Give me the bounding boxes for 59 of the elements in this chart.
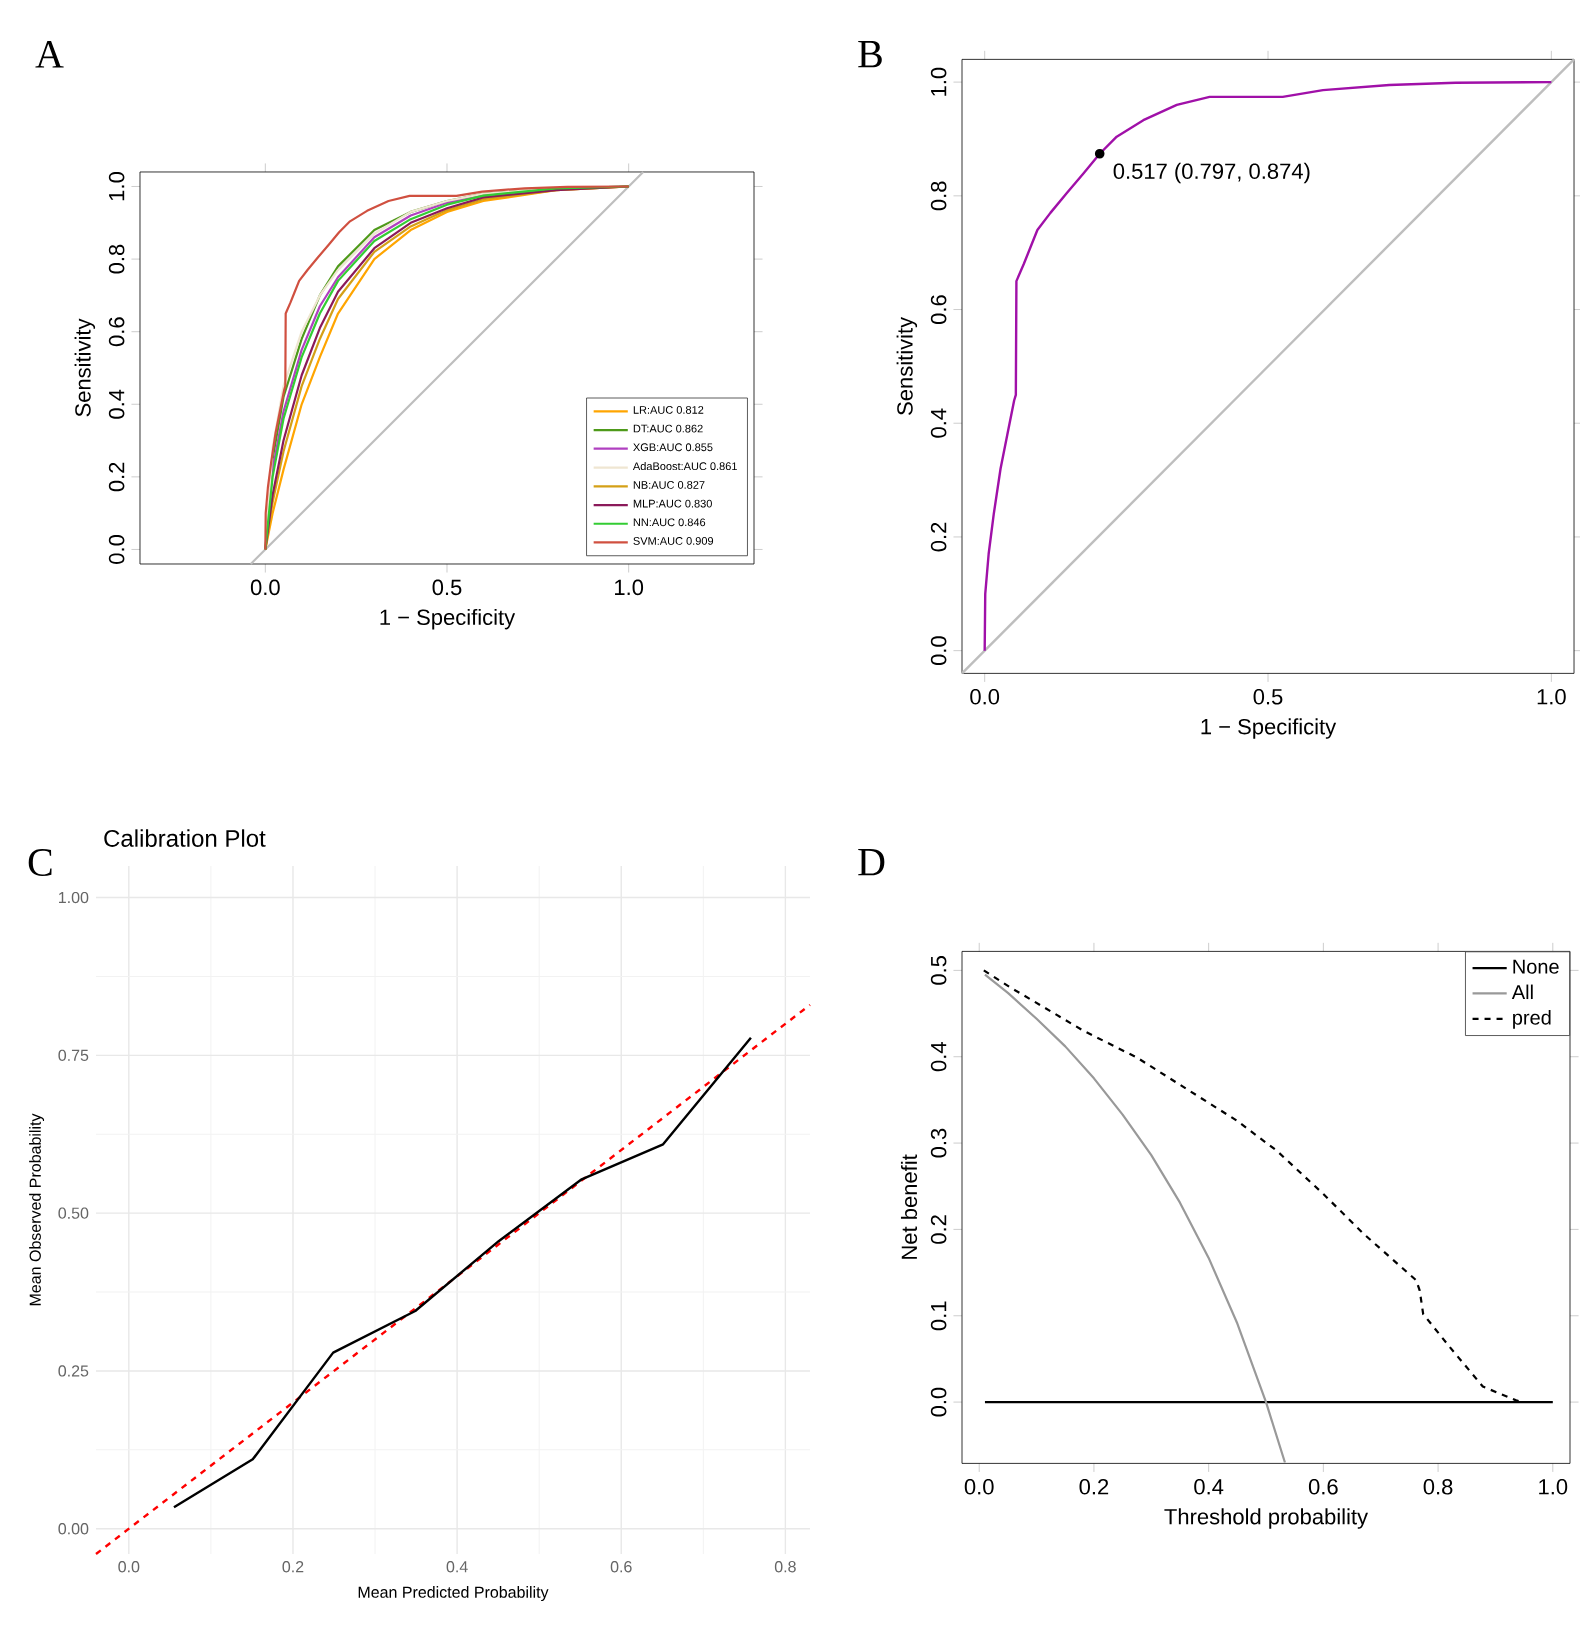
x-tick-label: 0.0 — [970, 689, 1000, 705]
legend-label: pred — [1513, 1010, 1551, 1029]
x-tick-label: 1.0 — [1539, 1479, 1568, 1495]
x-axis-title: Threshold probability — [1164, 1508, 1369, 1529]
text: B — [858, 41, 882, 68]
chart-title: Calibration Plot — [104, 829, 266, 847]
x-tick-label: 0.8 — [774, 1561, 796, 1573]
y-tick-label: 0.4 — [108, 389, 125, 419]
annotation: 0.517 (0.797, 0.874) — [1113, 162, 1310, 184]
y-tick-label: 1.0 — [108, 172, 125, 201]
x-axis-title: 1 − Specificity — [1201, 718, 1337, 739]
x-tick-label: 0.6 — [610, 1561, 632, 1573]
x-tick-label: 0.2 — [282, 1561, 304, 1573]
y-tick-label: 0.25 — [58, 1365, 89, 1377]
x-axis-title: 1 − Specificity — [380, 608, 516, 630]
y-tick-label: 0.0 — [930, 1387, 947, 1417]
x-tick-label: 0.8 — [1423, 1479, 1453, 1495]
x-axis-title: Mean Predicted Probability — [358, 1586, 549, 1602]
y-tick-label: 0.0 — [930, 636, 947, 666]
line-series — [172, 1036, 753, 1509]
x-tick-label: 0.0 — [118, 1561, 140, 1573]
line-series — [983, 973, 1287, 1464]
y-tick-label: 0.8 — [930, 181, 947, 211]
y-tick-label: 0.8 — [108, 244, 125, 274]
y-tick-label: 0.4 — [930, 1042, 947, 1072]
y-tick-label: 0.6 — [108, 317, 125, 347]
x-tick-label: 0.2 — [1079, 1479, 1109, 1495]
y-tick-label: 0.00 — [58, 1523, 89, 1535]
y-axis-title: Mean Observed Probability — [29, 1113, 45, 1306]
y-axis-title: Sensitivity — [896, 316, 918, 415]
x-tick-label: 0.4 — [1194, 1479, 1224, 1495]
text: A — [35, 41, 64, 68]
y-tick-label: 0.0 — [108, 535, 125, 564]
text: C — [28, 849, 52, 876]
legend-label: None — [1513, 959, 1559, 974]
y-tick-label: 0.4 — [930, 408, 947, 438]
y-axis-title: Net benefit — [900, 1154, 918, 1259]
y-tick-label: 0.50 — [58, 1207, 89, 1219]
y-tick-label: 1.00 — [59, 891, 89, 904]
y-tick-label: 0.3 — [930, 1128, 947, 1158]
y-tick-label: 0.75 — [58, 1049, 89, 1062]
y-tick-label: 0.2 — [930, 522, 947, 552]
y-tick-label: 0.2 — [108, 462, 125, 492]
x-tick-label: 0.0 — [250, 579, 280, 596]
x-tick-label: 1.0 — [615, 579, 644, 596]
x-tick-label: 0.0 — [964, 1479, 994, 1495]
text: D — [858, 849, 885, 876]
y-axis-title: Sensitivity — [74, 318, 96, 417]
x-tick-label: 0.5 — [432, 579, 462, 596]
x-tick-label: 1.0 — [1537, 689, 1566, 705]
y-tick-label: 0.6 — [930, 295, 947, 324]
y-tick-label: 1.0 — [930, 67, 947, 96]
x-tick-label: 0.6 — [1308, 1479, 1338, 1495]
x-tick-label: 0.5 — [1253, 689, 1283, 705]
x-tick-label: 0.4 — [446, 1561, 468, 1573]
y-tick-label: 0.5 — [930, 956, 947, 985]
legend-label: All — [1511, 984, 1533, 1000]
y-tick-label: 0.2 — [930, 1215, 947, 1244]
y-tick-label: 0.1 — [930, 1301, 947, 1331]
